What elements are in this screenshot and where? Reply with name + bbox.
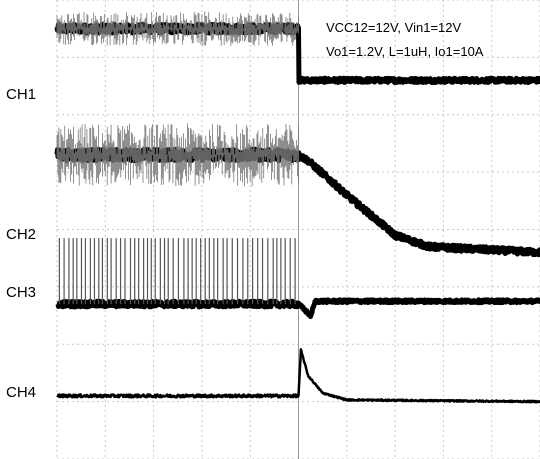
scope-traces: [54, 11, 540, 404]
channel-label-ch1: CH1: [6, 86, 37, 103]
trace-line: [56, 348, 540, 404]
pwm-pulses: [58, 238, 296, 305]
trace-noise: [56, 11, 299, 46]
trace-line: [54, 297, 540, 320]
channel-label-ch2: CH2: [6, 226, 37, 243]
trace-ch1: [54, 11, 540, 85]
trace-ch4: [56, 348, 540, 404]
channel-label-ch4: CH4: [6, 384, 37, 401]
trace-noise: [56, 123, 299, 187]
annotation-line-2: Vo1=1.2V, L=1uH, Io1=10A: [326, 44, 484, 59]
trace-ch2: [54, 123, 540, 258]
trace-ch3: [54, 238, 540, 320]
annotation-line-1: VCC12=12V, Vin1=12V: [326, 20, 462, 35]
channel-label-ch3: CH3: [6, 284, 37, 301]
